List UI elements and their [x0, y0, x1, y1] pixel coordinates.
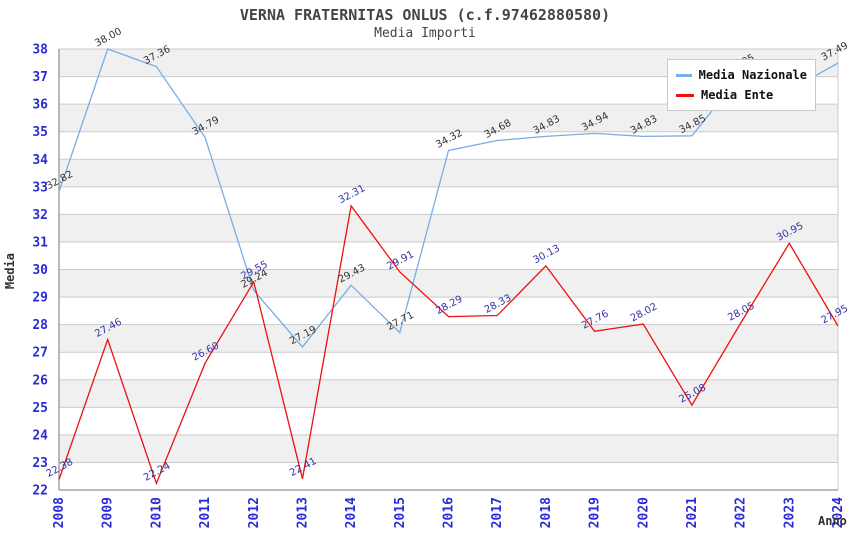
x-tick-label: 2017	[490, 497, 505, 528]
y-tick-label: 34	[32, 153, 48, 168]
y-tick-label: 29	[32, 291, 48, 306]
y-tick-label: 35	[32, 125, 48, 140]
y-axis-title: Media	[3, 253, 17, 290]
x-tick-label: 2023	[782, 497, 797, 528]
point-label: 28.05	[726, 300, 756, 323]
x-tick-label: 2015	[393, 497, 408, 528]
point-label: 29.91	[385, 249, 415, 272]
x-tick-label: 2022	[734, 497, 749, 528]
y-tick-label: 28	[32, 318, 48, 333]
y-tick-label: 33	[32, 180, 48, 195]
legend-item-media-nazionale: Media Nazionale	[676, 65, 807, 85]
y-tick-label: 25	[32, 401, 48, 416]
x-tick-label: 2010	[149, 497, 164, 528]
series-line-media-nazionale	[58, 48, 839, 348]
grid-band	[59, 324, 838, 353]
grid-band	[59, 214, 838, 242]
point-label: 27.95	[820, 303, 850, 326]
y-tick-label: 24	[32, 428, 48, 443]
y-tick-label: 36	[32, 98, 48, 113]
y-tick-label: 30	[32, 263, 48, 278]
x-tick-label: 2013	[295, 497, 310, 528]
legend-label: Media Nazionale	[698, 68, 807, 82]
media-nazionale-line-swatch-icon	[676, 73, 692, 77]
y-tick-label: 27	[32, 346, 48, 361]
point-label: 30.13	[531, 243, 561, 266]
point-label: 28.02	[629, 301, 659, 324]
grid-band	[59, 434, 838, 463]
x-tick-label: 2012	[247, 497, 262, 528]
x-axis-title: Anno	[818, 514, 847, 528]
series-line-media-ente	[58, 204, 839, 486]
grid-band	[59, 159, 838, 187]
x-tick-label: 2019	[588, 497, 603, 528]
y-tick-label: 26	[32, 373, 48, 388]
legend-label: Media Ente	[701, 88, 774, 102]
legend-box: Media Nazionale Media Ente	[667, 59, 816, 111]
y-tick-label: 23	[32, 456, 48, 471]
grid-band	[59, 379, 838, 408]
x-tick-label: 2008	[52, 497, 67, 528]
legend-item-media-ente: Media Ente	[676, 85, 807, 105]
chart-title: VERNA FRATERNITAS ONLUS (c.f.97462880580…	[239, 6, 611, 24]
y-tick-label: 32	[32, 208, 48, 223]
x-tick-label: 2016	[442, 497, 457, 528]
y-tick-label: 38	[32, 43, 48, 58]
grid-band	[59, 269, 838, 298]
x-tick-label: 2020	[636, 497, 651, 528]
y-tick-label: 31	[32, 235, 48, 250]
x-tick-label: 2009	[101, 497, 116, 528]
x-tick-label: 2011	[198, 497, 213, 528]
x-tick-label: 2021	[685, 497, 700, 528]
y-tick-label: 22	[32, 484, 48, 499]
x-tick-label: 2014	[344, 497, 359, 528]
x-tick-label: 2018	[539, 497, 554, 528]
chart-subtitle: Media Importi	[374, 26, 476, 41]
media-ente-line-swatch-icon	[676, 93, 694, 97]
y-tick-label: 37	[32, 70, 48, 85]
x-tick-label: 2024	[831, 497, 846, 528]
